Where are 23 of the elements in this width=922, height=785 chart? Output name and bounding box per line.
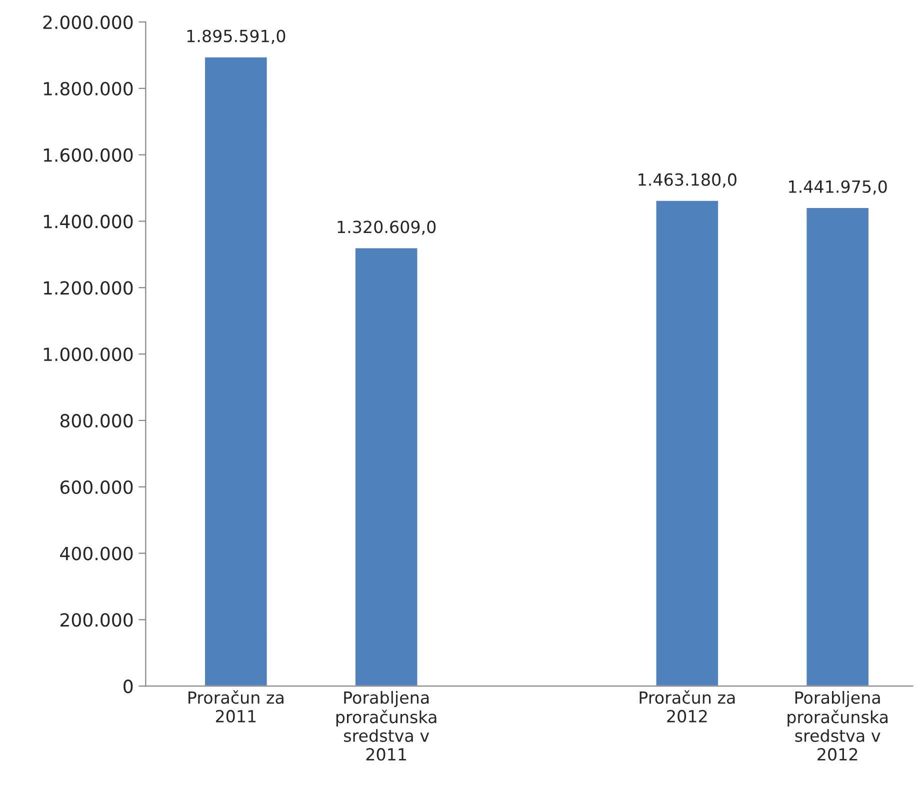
y-tick-label: 2.000.000: [43, 15, 133, 30]
y-tick-label: 1.400.000: [44, 214, 133, 228]
bar: [204, 56, 268, 686]
y-tick-label: 400.000: [60, 546, 133, 560]
data-label: 1.441.975,0: [789, 180, 887, 195]
y-tick-label: 1.000.000: [44, 347, 133, 362]
y-tick-label: 200.000: [60, 613, 133, 627]
bar: [805, 206, 870, 686]
y-tick-label: 1.800.000: [44, 82, 133, 96]
bar: [354, 246, 419, 686]
x-tick-label: Porabljena proračunska sredstva v 2012: [788, 690, 888, 761]
x-tick-label: Proračun za 2011: [188, 690, 284, 723]
y-tick-label: 600.000: [60, 480, 133, 494]
data-label: 1.320.609,0: [338, 220, 436, 235]
y-tick-label: 800.000: [60, 414, 133, 428]
data-label: 1.895.591,0: [187, 30, 286, 44]
data-label: 1.463.180,0: [638, 173, 736, 188]
x-tick-label: Porabljena proračunska sredstva v 2011: [336, 690, 436, 761]
y-tick-label: 1.600.000: [44, 148, 133, 162]
x-tick-label: Proračun za 2012: [640, 690, 735, 723]
y-tick-label: 1.200.000: [44, 281, 133, 295]
y-tick-label: 0: [124, 680, 133, 694]
bar: [654, 200, 720, 686]
